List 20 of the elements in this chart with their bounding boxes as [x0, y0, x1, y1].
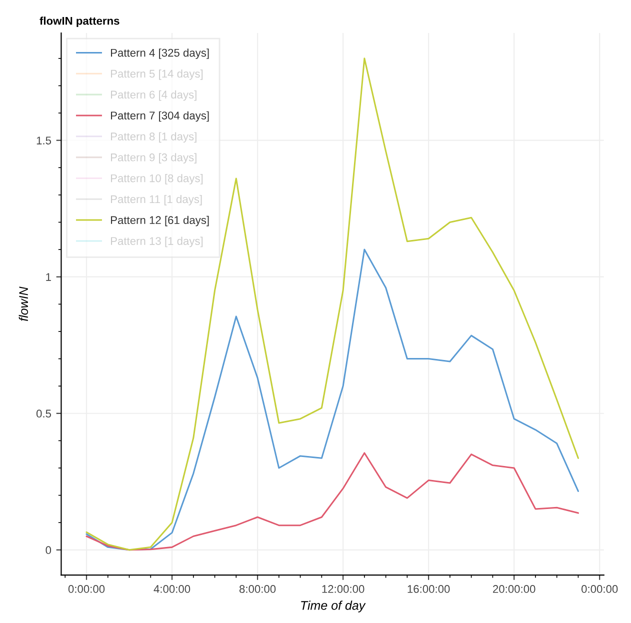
line-series [86, 452, 579, 551]
x-tick-label: 0:00:00 [581, 585, 618, 593]
x-tick-label: 20:00:00 [493, 585, 536, 593]
legend-label: Pattern 7 [304 days] [111, 111, 209, 122]
y-tick-label: 0 [46, 546, 52, 554]
chart-title: flowIN patterns [40, 16, 120, 27]
x-tick-label: 8:00:00 [239, 585, 276, 593]
x-axis-title: Time of day [301, 600, 366, 612]
x-tick-label: 4:00:00 [154, 585, 190, 593]
x-tick-label: 16:00:00 [408, 585, 450, 593]
legend-label: Pattern 4 [325 days] [111, 48, 209, 59]
legend-label: Pattern 12 [61 days] [111, 216, 209, 226]
y-axis-title: flowIN [18, 286, 28, 321]
line-series [86, 58, 579, 551]
x-tick-label: 0:00:00 [68, 585, 105, 593]
x-tick-label: 12:00:00 [322, 585, 364, 593]
y-tick-label: 1 [46, 273, 51, 281]
y-tick-label: 0.5 [36, 410, 52, 418]
line-series [86, 248, 579, 551]
y-tick-label: 1.5 [36, 136, 52, 144]
